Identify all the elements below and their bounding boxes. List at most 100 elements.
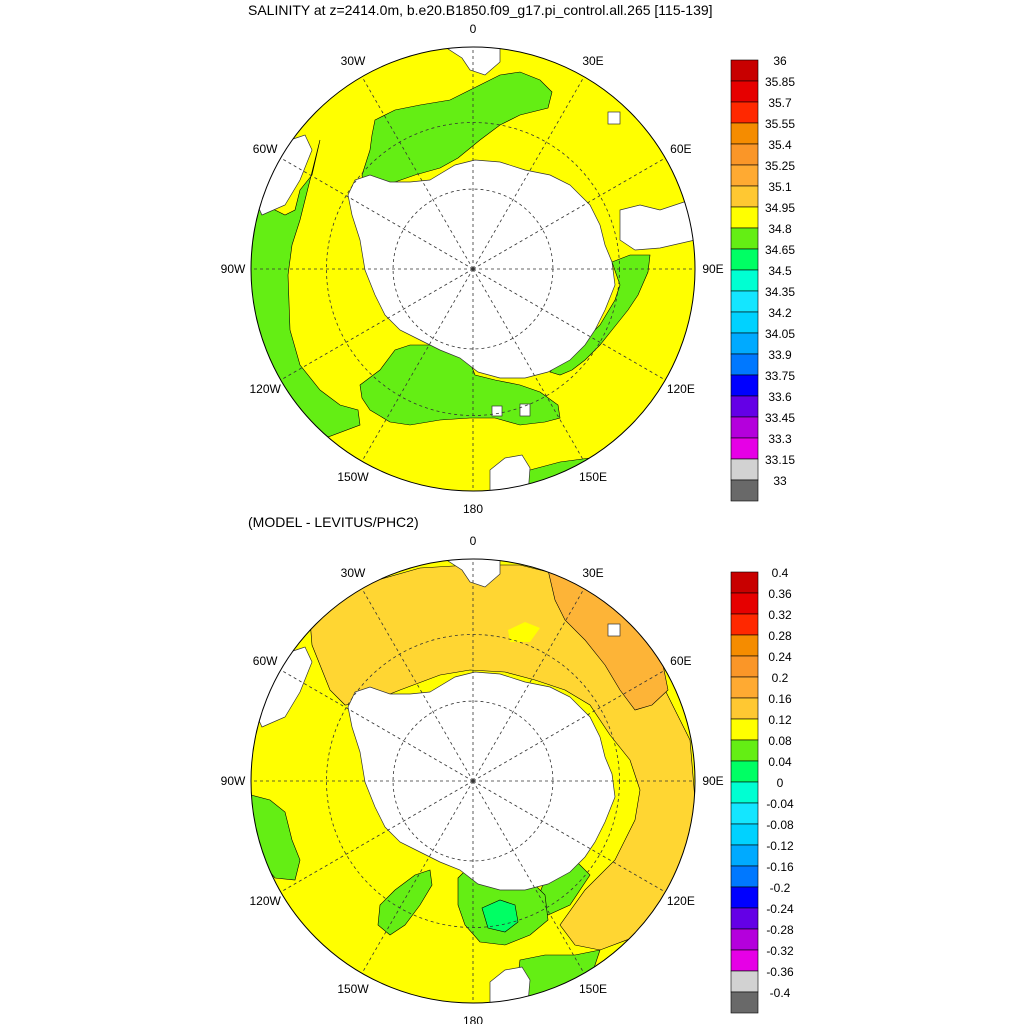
bottom-green-south-tail [514,949,601,1003]
colorbar-label: 33.75 [765,369,795,383]
top-white-patch-s1 [491,405,503,417]
longitude-label: 90E [702,262,723,276]
colorbar-swatch [730,865,759,888]
colorbar-label: 35.1 [768,180,792,194]
colorbar-swatch [730,613,759,636]
longitude-label: 90W [221,774,246,788]
colorbar-label: 0.24 [768,650,792,664]
colorbar-swatch [730,290,759,313]
top-white-patch-east [619,199,695,251]
colorbar-swatch [730,395,759,418]
longitude-label: 180 [463,502,483,516]
bottom-white-patch-ne [607,623,621,637]
colorbar-swatch [730,823,759,846]
colorbar-label: 0.36 [768,587,792,601]
colorbar-swatch [730,760,759,783]
colorbar-swatch [730,59,759,82]
colorbar-label: 33.6 [768,390,792,404]
colorbar-label: 35.55 [765,117,795,131]
colorbar-swatch [730,718,759,741]
top-white-patch-ne [607,111,621,125]
colorbar-label: 33.15 [765,453,795,467]
meridian-line [472,76,585,270]
colorbar-swatch [730,164,759,187]
colorbar-label: 0.2 [772,671,789,685]
meridian-line [280,157,474,270]
colorbar-swatch [730,676,759,699]
bottom-map-title: (MODEL - LEVITUS/PHC2) [248,514,419,530]
colorbar-label: 35.85 [765,75,795,89]
colorbar-swatch [730,437,759,460]
colorbar-label: 35.25 [765,159,795,173]
colorbar-label: 0.12 [768,713,792,727]
colorbar-swatch [730,479,759,502]
top-map-title: SALINITY at z=2414.0m, b.e20.B1850.f09_g… [248,2,713,18]
colorbar-label: -0.12 [766,839,794,853]
colorbar-label: 0.32 [768,608,792,622]
colorbar-label: 34.2 [768,306,792,320]
longitude-label: 120E [667,894,695,908]
colorbar-label: 33 [773,474,787,488]
colorbar-label: 36 [773,54,787,68]
meridian-line [472,780,585,974]
colorbar-label: -0.32 [766,944,794,958]
bottom-graticule [251,559,695,1003]
longitude-label: 90W [221,262,246,276]
colorbar-label: -0.28 [766,923,794,937]
colorbar-label: 34.35 [765,285,795,299]
colorbar-label: 34.95 [765,201,795,215]
colorbar-label: 0.4 [772,566,789,580]
meridian-line [472,268,585,462]
top-white-patch-s2 [519,403,531,417]
colorbar-swatch [730,269,759,292]
colorbar-label: -0.24 [766,902,794,916]
colorbar-swatch [730,458,759,481]
colorbar-label: 33.3 [768,432,792,446]
colorbar-swatch [730,374,759,397]
meridian-line [472,780,666,893]
colorbar-label: -0.2 [770,881,791,895]
longitude-label: 180 [463,1014,483,1024]
colorbar-label: 33.9 [768,348,792,362]
colorbar-swatch [730,991,759,1014]
colorbar-swatch [730,332,759,355]
colorbar-swatch [730,353,759,376]
colorbar-swatch [730,248,759,271]
colorbar-swatch [730,227,759,250]
meridian-line [280,780,474,893]
bottom-yellow-pocket [508,622,540,642]
meridian-line [280,268,474,381]
colorbar-swatch [730,739,759,762]
colorbar-label: 33.45 [765,411,795,425]
colorbar-swatch [730,571,759,594]
longitude-label: 0 [470,534,477,548]
longitude-label: 60E [670,654,691,668]
longitude-label: 0 [470,22,477,36]
bottom-green-sw-strip [377,869,433,936]
colorbar-swatch [730,928,759,951]
longitude-label: 30W [341,54,366,68]
top-white-patch-north [443,47,501,76]
colorbar-label: 34.5 [768,264,792,278]
longitude-label: 150E [579,982,607,996]
colorbar-swatch [730,844,759,867]
colorbar-label: 0.08 [768,734,792,748]
colorbar-swatch [730,970,759,993]
colorbar-label: 34.05 [765,327,795,341]
colorbar-label: 0.04 [768,755,792,769]
bottom-colorbar: 0.4 0.36 0.32 0.28 0.24 0.2 0.16 0.12 0.08 0.04 0 -… [730,566,794,1014]
meridian-line [472,268,666,381]
colorbar-label: 0 [777,776,784,790]
longitude-label: 150E [579,470,607,484]
colorbar-label: -0.4 [770,986,791,1000]
colorbar-label: 35.7 [768,96,792,110]
longitude-label: 150W [337,982,369,996]
bottom-white-patch-north [443,559,501,588]
meridian-line [361,268,474,462]
top-polar-map [250,46,696,492]
colorbar-swatch [730,311,759,334]
colorbar-swatch [730,80,759,103]
top-white-patch-south [489,454,531,491]
bottom-white-patch-south [489,966,531,1003]
